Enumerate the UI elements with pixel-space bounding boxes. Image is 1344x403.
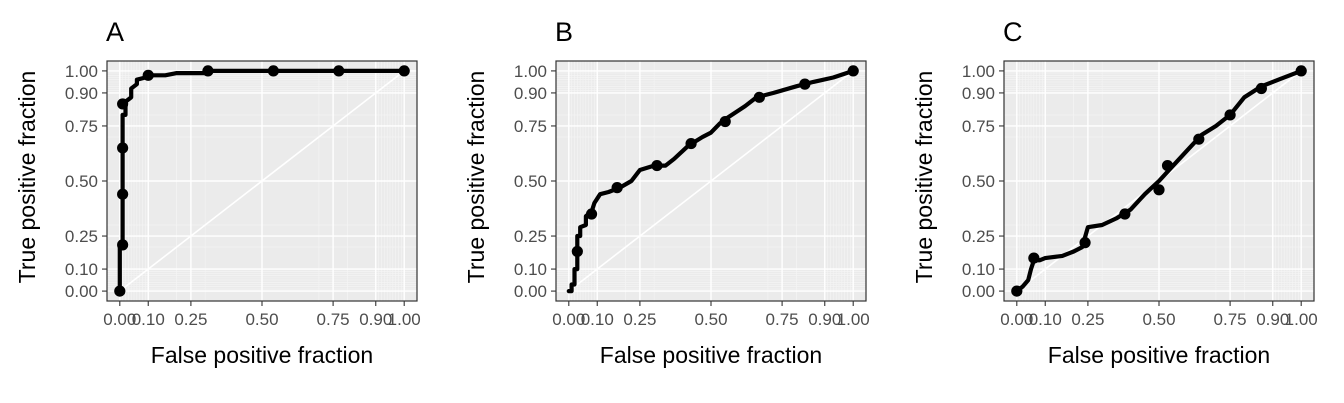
y-tick-label: 0.75 (962, 117, 995, 136)
x-tick-label: 0.75 (317, 310, 350, 329)
cutoff-point (585, 208, 598, 220)
cutoff-point (719, 115, 731, 128)
y-tick-label: 0.10 (514, 260, 547, 279)
y-tick-label: 0.50 (65, 172, 98, 191)
cutoff-point (142, 69, 154, 81)
y-tick-label: 0.25 (514, 227, 547, 246)
x-tick-label: 1.00 (388, 310, 421, 329)
cutoff-point (114, 285, 126, 297)
cutoff-point (117, 188, 129, 200)
cutoff-point (1153, 184, 1165, 196)
x-tick-label: 1.00 (837, 310, 870, 329)
cutoff-point (117, 98, 129, 110)
y-tick-label: 0.50 (962, 172, 995, 191)
y-tick-label: 1.00 (65, 62, 98, 81)
cutoff-point (651, 159, 663, 172)
cutoff-point (685, 137, 697, 150)
cutoff-point (1011, 285, 1023, 297)
y-tick-label: 1.00 (962, 62, 995, 81)
x-tick-label: 0.00 (552, 310, 585, 329)
cutoff-point (1028, 252, 1040, 264)
cutoff-point (117, 142, 129, 154)
cutoff-point (1161, 159, 1174, 172)
y-tick-label: 0.00 (65, 282, 98, 301)
y-tick-label: 1.00 (514, 62, 547, 81)
x-tick-label: 0.25 (1071, 310, 1104, 329)
panel-c: 0.000.10 0.25 0.50 0.75 0.901.000.000.100.25… (911, 17, 1318, 368)
x-tick-label: 0.50 (245, 310, 278, 329)
y-tick-label: 0.25 (962, 227, 995, 246)
cutoff-point (267, 65, 279, 77)
y-tick-label: 0.25 (65, 227, 98, 246)
x-tick-label: 0.75 (766, 310, 799, 329)
y-tick-label: 0.75 (65, 117, 98, 136)
x-axis-title: False positive fraction (1048, 342, 1270, 368)
x-tick-label: 0.75 (1214, 310, 1247, 329)
cutoff-point (753, 91, 765, 103)
y-axis-title: True positive fraction (911, 71, 937, 284)
y-tick-label: 0.10 (962, 260, 995, 279)
x-tick-label: 0.90 (359, 310, 392, 329)
y-tick-label: 0.00 (962, 282, 995, 301)
y-tick-label: 0.75 (514, 117, 547, 136)
cutoff-point (611, 182, 623, 194)
panel-title: B (555, 17, 573, 47)
panel-a: 0.000.10 0.25 0.50 0.75 0.901.000.000.100.25… (14, 17, 421, 368)
y-axis-title: True positive fraction (14, 71, 40, 284)
cutoff-point (1255, 82, 1267, 95)
roc-curve (566, 68, 856, 294)
x-tick-label: 0.50 (1142, 310, 1175, 329)
panel-b: 0.000.10 0.25 0.50 0.75 0.901.000.000.100.25… (463, 17, 870, 368)
reference-diagonal (568, 70, 854, 292)
cutoff-point (799, 78, 811, 90)
x-tick-label: 0.00 (103, 310, 136, 329)
y-tick-label: 0.90 (962, 84, 995, 103)
cutoff-point (117, 239, 129, 251)
x-tick-label: 0.10 (581, 310, 614, 329)
cutoff-point (1119, 208, 1131, 220)
y-tick-label: 0.90 (514, 84, 547, 103)
y-axis-title: True positive fraction (463, 71, 489, 284)
panel-title: A (106, 17, 124, 47)
cutoff-point (202, 65, 214, 77)
x-tick-label: 0.10 (132, 310, 165, 329)
y-tick-label: 0.00 (514, 282, 547, 301)
cutoff-point (847, 65, 859, 77)
y-tick-label: 0.10 (65, 260, 98, 279)
panel-title: C (1003, 17, 1023, 47)
x-tick-label: 0.00 (1000, 310, 1033, 329)
cutoff-point (1193, 133, 1205, 145)
cutoff-point (398, 65, 410, 77)
x-tick-label: 0.50 (694, 310, 727, 329)
x-tick-label: 0.90 (808, 310, 841, 329)
cutoff-point (1295, 65, 1307, 77)
cutoff-point (1079, 237, 1091, 249)
cutoff-point (571, 245, 583, 258)
x-tick-label: 0.10 (1029, 310, 1062, 329)
reference-diagonal (119, 70, 405, 292)
x-tick-label: 0.25 (623, 310, 656, 329)
y-tick-label: 0.50 (514, 172, 547, 191)
cutoff-point (1224, 109, 1236, 121)
y-tick-label: 0.90 (65, 84, 98, 103)
x-axis-title: False positive fraction (600, 342, 822, 368)
x-tick-label: 0.90 (1256, 310, 1289, 329)
cutoff-point (333, 65, 345, 77)
x-tick-label: 1.00 (1285, 310, 1318, 329)
x-axis-title: False positive fraction (151, 342, 373, 368)
x-tick-label: 0.25 (174, 310, 207, 329)
